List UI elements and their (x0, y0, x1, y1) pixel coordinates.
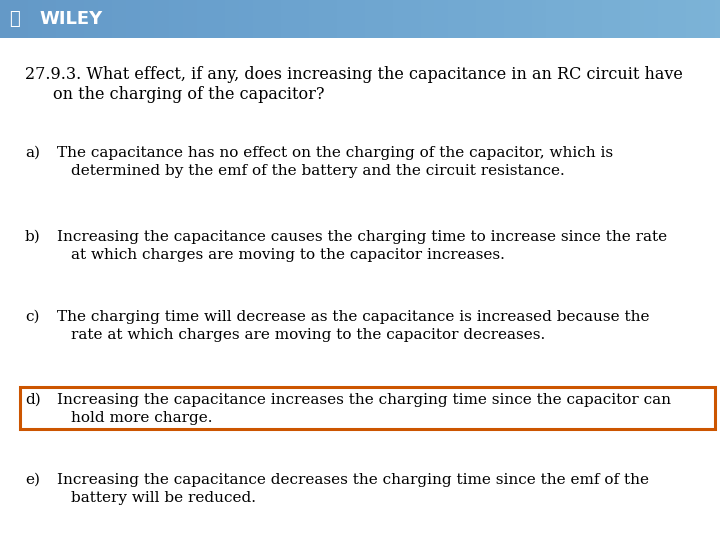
Bar (20, 387, 715, 429)
Text: Increasing the capacitance decreases the charging time since the emf of the: Increasing the capacitance decreases the… (57, 473, 649, 487)
Text: battery will be reduced.: battery will be reduced. (71, 491, 256, 505)
Text: on the charging of the capacitor?: on the charging of the capacitor? (53, 86, 325, 103)
Text: WILEY: WILEY (40, 10, 103, 28)
Text: hold more charge.: hold more charge. (71, 411, 212, 425)
Text: The capacitance has no effect on the charging of the capacitor, which is: The capacitance has no effect on the cha… (57, 146, 613, 160)
Text: at which charges are moving to the capacitor increases.: at which charges are moving to the capac… (71, 248, 505, 262)
Text: d): d) (25, 393, 41, 407)
Text: determined by the emf of the battery and the circuit resistance.: determined by the emf of the battery and… (71, 164, 564, 178)
Text: b): b) (25, 230, 41, 244)
Text: rate at which charges are moving to the capacitor decreases.: rate at which charges are moving to the … (71, 328, 545, 342)
Text: Increasing the capacitance increases the charging time since the capacitor can: Increasing the capacitance increases the… (57, 393, 671, 407)
Text: ⒦: ⒦ (9, 10, 19, 28)
Text: Increasing the capacitance causes the charging time to increase since the rate: Increasing the capacitance causes the ch… (57, 230, 667, 244)
Text: c): c) (25, 310, 40, 324)
Text: The charging time will decrease as the capacitance is increased because the: The charging time will decrease as the c… (57, 310, 649, 324)
Text: 27.9.3. What effect, if any, does increasing the capacitance in an RC circuit ha: 27.9.3. What effect, if any, does increa… (25, 66, 683, 83)
Text: a): a) (25, 146, 40, 160)
Text: e): e) (25, 473, 40, 487)
